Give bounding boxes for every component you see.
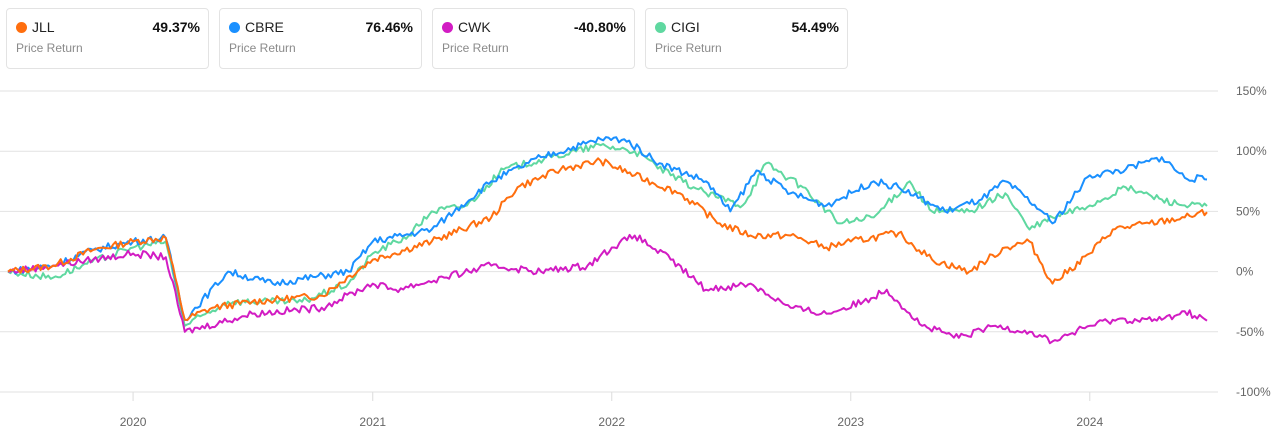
metric-label: Price Return [655, 41, 722, 55]
metric-label: Price Return [229, 41, 296, 55]
ticker-label: CBRE [245, 19, 284, 35]
x-tick-label: 2022 [598, 415, 625, 429]
series-color-dot [655, 22, 666, 33]
series-color-dot [229, 22, 240, 33]
y-tick-label: 50% [1236, 204, 1260, 218]
legend-card-jll[interactable]: JLL 49.37% Price Return [6, 8, 209, 69]
legend-card-cwk[interactable]: CWK -40.80% Price Return [432, 8, 635, 69]
ticker-label: JLL [32, 19, 55, 35]
y-tick-label: -100% [1236, 385, 1271, 399]
y-tick-label: -50% [1236, 325, 1264, 339]
ticker-label: CWK [458, 19, 491, 35]
series-line-cwk [7, 233, 1208, 345]
return-value: 49.37% [152, 19, 200, 35]
x-tick-label: 2023 [837, 415, 864, 429]
series-color-dot [16, 22, 27, 33]
legend-card-cbre[interactable]: CBRE 76.46% Price Return [219, 8, 422, 69]
x-tick-label: 2020 [120, 415, 147, 429]
series-line-jll [7, 157, 1208, 321]
return-value: 54.49% [791, 19, 839, 35]
series-color-dot [442, 22, 453, 33]
legend-card-cigi[interactable]: CIGI 54.49% Price Return [645, 8, 848, 69]
metric-label: Price Return [16, 41, 83, 55]
x-tick-label: 2021 [359, 415, 386, 429]
x-tick-label: 2024 [1076, 415, 1103, 429]
y-tick-label: 150% [1236, 84, 1267, 98]
ticker-label: CIGI [671, 19, 700, 35]
series-line-cbre [7, 136, 1208, 322]
metric-label: Price Return [442, 41, 509, 55]
return-value: -40.80% [573, 19, 626, 35]
y-tick-label: 0% [1236, 265, 1254, 279]
return-value: 76.46% [365, 19, 413, 35]
series-line-cigi [7, 142, 1208, 327]
y-tick-label: 100% [1236, 144, 1267, 158]
